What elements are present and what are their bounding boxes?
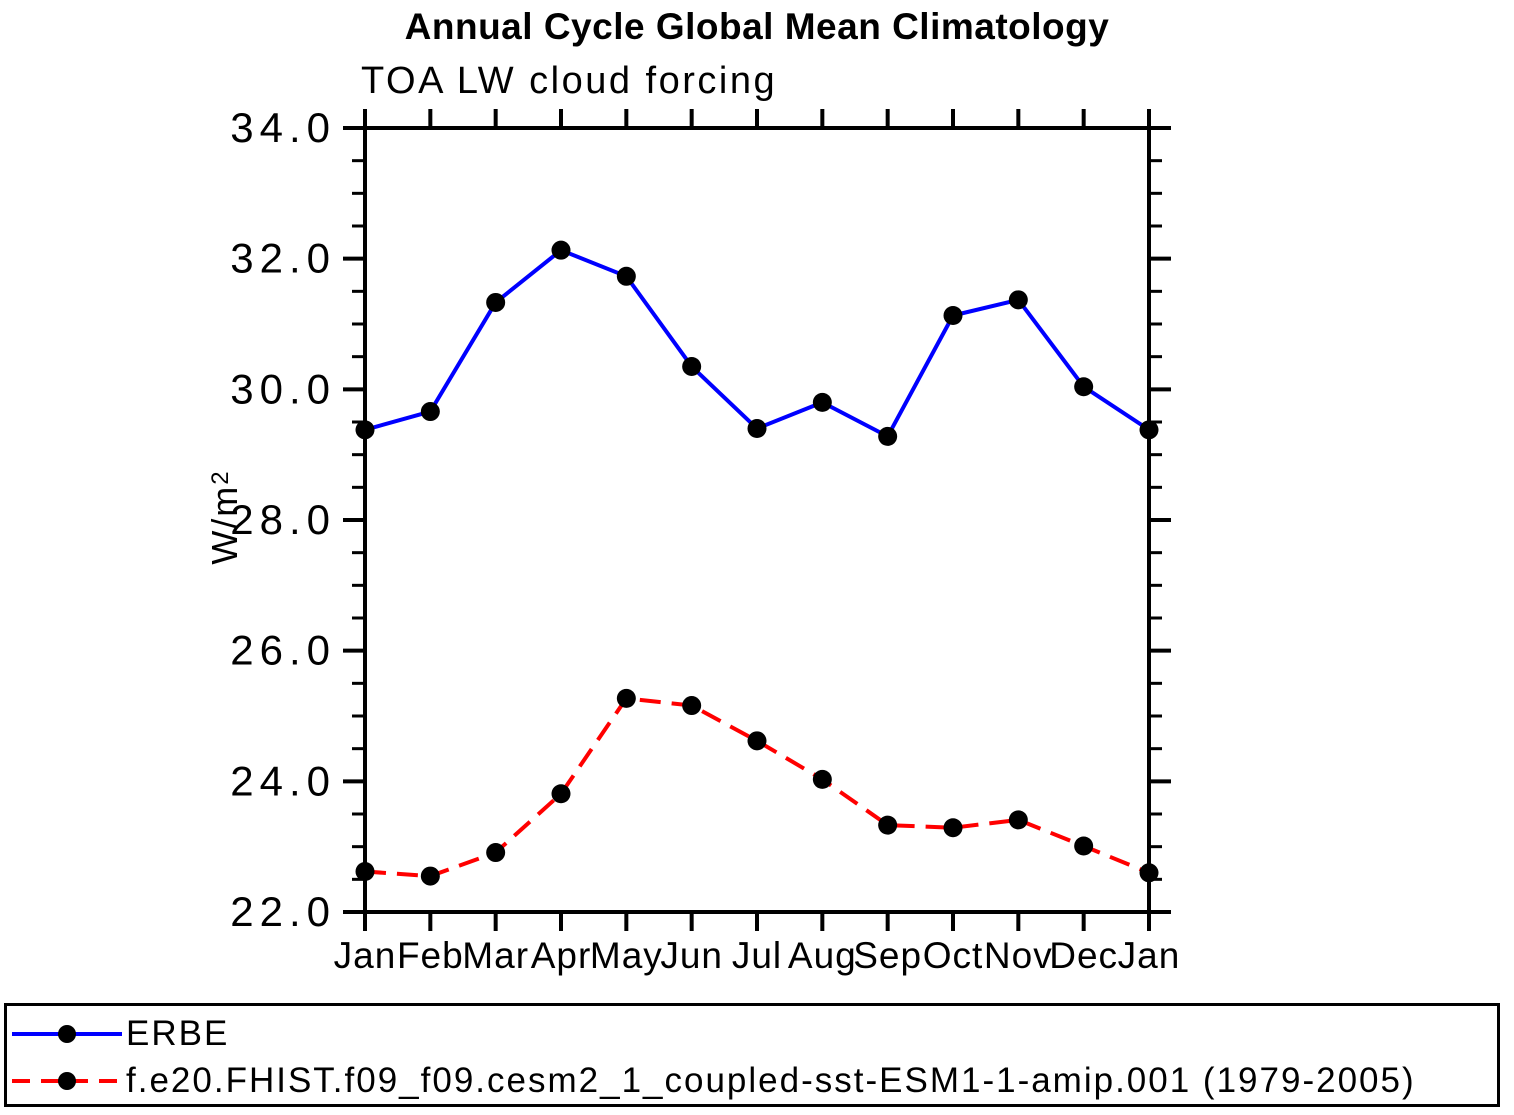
data-point-marker [486,843,506,863]
data-point-marker [747,419,767,439]
data-point-marker [616,688,636,708]
legend-row-model: f.e20.FHIST.f09_f09.cesm2_1_coupled-sst-… [9,1061,1489,1101]
data-point-marker [1139,863,1159,883]
model-legend-marker-icon [58,1072,76,1090]
erbe-legend-marker-icon [58,1025,76,1043]
y-tick-label: 28.0 [230,496,336,543]
data-point-marker [1074,836,1094,856]
data-point-marker [943,818,963,838]
x-tick-label: Nov [984,935,1053,976]
chart-subtitle: TOA LW cloud forcing [361,60,778,102]
x-tick-label: May [590,935,663,976]
data-point-marker [682,696,702,716]
data-point-marker [812,392,832,412]
y-tick-label: 24.0 [230,757,336,804]
chart-title: Annual Cycle Global Mean Climatology [404,6,1110,47]
series-line-erbe [364,248,1151,439]
model-legend-swatch [12,1072,122,1090]
data-point-marker [1008,290,1028,310]
data-point-marker [551,784,571,804]
data-point-marker [812,769,832,789]
x-tick-label: Mar [462,935,529,976]
data-point-marker [355,420,375,440]
data-point-marker [420,866,440,886]
x-tick-label: Feb [397,935,464,976]
data-point-marker [486,292,506,312]
legend-label-model: f.e20.FHIST.f09_f09.cesm2_1_coupled-sst-… [126,1061,1416,1100]
y-tick-label: 22.0 [230,888,336,935]
data-point-marker [420,402,440,422]
y-tick-label: 30.0 [230,365,336,412]
legend-box: ERBE f.e20.FHIST.f09_f09.cesm2_1_coupled… [4,1003,1500,1107]
legend-row-erbe: ERBE [9,1014,1489,1054]
erbe-legend-swatch [12,1025,122,1043]
x-tick-label: Jun [660,935,723,976]
y-tick-label: 34.0 [230,104,336,151]
data-point-marker [878,426,898,446]
x-tick-label: Jan [1118,935,1181,976]
data-point-marker [747,731,767,751]
y-tick-label: 32.0 [230,235,336,282]
data-point-marker [355,861,375,881]
data-point-marker [682,356,702,376]
data-point-marker [1008,810,1028,830]
x-tick-label: Oct [923,935,984,976]
legend-label-erbe: ERBE [126,1014,230,1053]
data-point-marker [878,815,898,835]
data-point-marker [551,240,571,260]
y-tick-label: 26.0 [230,627,336,674]
data-point-marker [1139,420,1159,440]
x-tick-label: Aug [788,935,857,976]
x-tick-label: Jul [732,935,782,976]
x-tick-label: Apr [531,935,592,976]
data-point-marker [1074,377,1094,397]
x-tick-label: Jan [334,935,397,976]
x-tick-label: Sep [853,935,922,976]
x-tick-label: Dec [1049,935,1118,976]
data-point-marker [616,266,636,286]
axis-frame [363,126,1151,914]
series-line-model [364,696,1150,879]
data-point-marker [943,306,963,326]
